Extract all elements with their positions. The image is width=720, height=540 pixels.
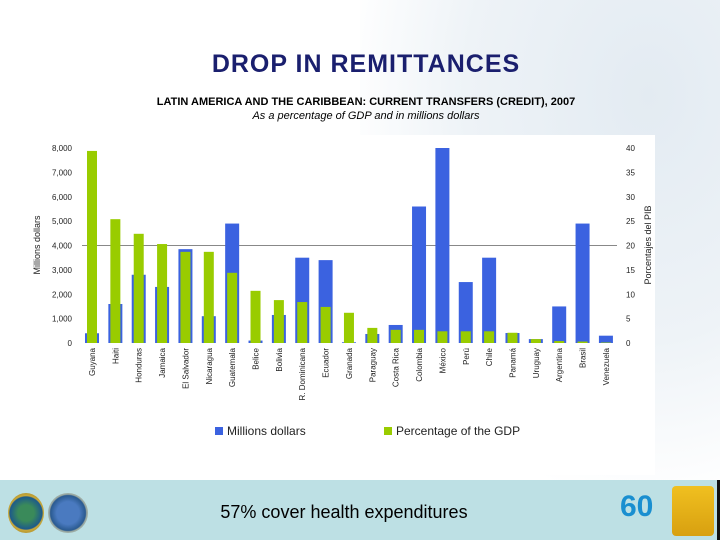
y2-tick-label: 10: [626, 290, 635, 299]
x-tick-label: Nicaragua: [205, 347, 214, 384]
bar-percent-0: [87, 150, 97, 343]
y2-tick-label: 40: [626, 144, 635, 153]
x-tick-label: Haiti: [111, 348, 120, 364]
bar-percent-19: [530, 339, 541, 343]
x-tick-label: Panamá: [508, 347, 517, 377]
chart: 0 1,000 2,000 3,000 4,000 5,000 6,000 7,000 8,00…: [32, 144, 653, 438]
2030-logo-icon: [672, 486, 714, 536]
bar-percent-5: [203, 251, 214, 343]
bar-percent-8: [273, 300, 284, 343]
y-tick-label: 8,000: [52, 144, 73, 153]
bar-millions-20: [552, 306, 567, 343]
x-tick-label: Bolivia: [275, 347, 284, 371]
y-tick-label: 6,000: [52, 193, 73, 202]
x-tick-label: Jamaica: [158, 347, 167, 377]
right-edge: [717, 480, 720, 540]
y2-tick-label: 30: [626, 193, 635, 202]
bar-millions-15: [435, 148, 450, 343]
slide-title: DROP IN REMITTANCES: [211, 50, 521, 78]
x-tick-label: Brasil: [579, 348, 588, 368]
chart-subtitle: As a percentage of GDP and in millions d…: [252, 110, 480, 122]
x-tick-label: Argentina: [555, 347, 564, 382]
bar-percent-10: [320, 306, 331, 343]
y2-tick-label: 35: [626, 168, 635, 177]
bar-percent-7: [250, 290, 261, 343]
bar-percent-4: [180, 251, 191, 343]
x-tick-label: Uruguay: [532, 348, 541, 378]
y2-axis-label: Porcentajes del PIB: [643, 205, 653, 284]
y2-tick-label: 15: [626, 266, 635, 275]
legend-label-percent: Percentage of the GDP: [396, 424, 520, 438]
bar-millions-14: [412, 206, 427, 343]
who-emblem-icon: [48, 493, 88, 533]
x-tick-label: Guyana: [88, 347, 97, 376]
y2-tick-label: 20: [626, 242, 635, 251]
y-axis-label: Millions dollars: [32, 215, 42, 275]
bar-percent-9: [297, 302, 308, 343]
x-tick-label: México: [438, 347, 447, 373]
paho-emblem-icon: [8, 493, 44, 533]
y-tick-label: 1,000: [52, 315, 73, 324]
bar-percent-16: [460, 331, 471, 343]
anniversary-60-logo-icon: 60: [620, 490, 654, 523]
bar-percent-20: [554, 341, 565, 343]
bar-millions-16: [458, 282, 473, 343]
x-tick-label: Paraguay: [368, 348, 377, 382]
bar-percent-11: [343, 312, 354, 343]
bar-percent-13: [390, 329, 401, 343]
bar-percent-3: [157, 244, 168, 343]
bar-millions-22: [598, 335, 613, 343]
y-tick-label: 0: [68, 339, 73, 348]
bar-millions-17: [482, 257, 497, 343]
bar-percent-18: [507, 332, 518, 343]
x-tick-label: Ecuador: [322, 348, 331, 378]
bar-percent-21: [577, 341, 588, 343]
x-tick-label: R. Dominicana: [298, 347, 307, 400]
y-tick-label: 5,000: [52, 217, 73, 226]
bar-percent-14: [414, 329, 425, 343]
y-tick-label: 4,000: [52, 242, 73, 251]
bar-percent-12: [367, 327, 378, 343]
x-tick-label: Colombia: [415, 347, 424, 381]
bar-percent-2: [133, 233, 144, 343]
y-tick-label: 7,000: [52, 168, 73, 177]
bar-percent-6: [227, 272, 238, 343]
y-tick-label: 2,000: [52, 290, 73, 299]
legend-label-millions: Millions dollars: [227, 424, 306, 438]
x-tick-label: Honduras: [135, 348, 144, 383]
bar-percent-15: [437, 331, 448, 343]
footer-band: [0, 480, 720, 540]
y2-tick-label: 5: [626, 315, 631, 324]
bar-percent-1: [110, 219, 121, 343]
bar-millions-21: [575, 223, 590, 343]
y2-tick-label: 25: [626, 217, 635, 226]
y-tick-label: 3,000: [52, 266, 73, 275]
legend-swatch-millions: [215, 427, 223, 435]
x-tick-label: Guatemala: [228, 347, 237, 387]
x-tick-label: Belice: [252, 347, 261, 369]
x-tick-label: Chile: [485, 347, 494, 366]
y2-tick-label: 0: [626, 339, 631, 348]
x-tick-label: Venezuela: [602, 347, 611, 385]
x-tick-label: Granada: [345, 347, 354, 379]
x-tick-label: Perú: [462, 348, 471, 365]
chart-title: LATIN AMERICA AND THE CARIBBEAN: CURRENT…: [156, 96, 576, 108]
x-tick-label: Costa Rica: [392, 347, 401, 387]
footer-text: 57% cover health expenditures: [220, 502, 468, 522]
x-tick-label: El Salvador: [181, 348, 190, 389]
legend-swatch-percent: [384, 427, 392, 435]
bar-percent-17: [484, 331, 495, 343]
